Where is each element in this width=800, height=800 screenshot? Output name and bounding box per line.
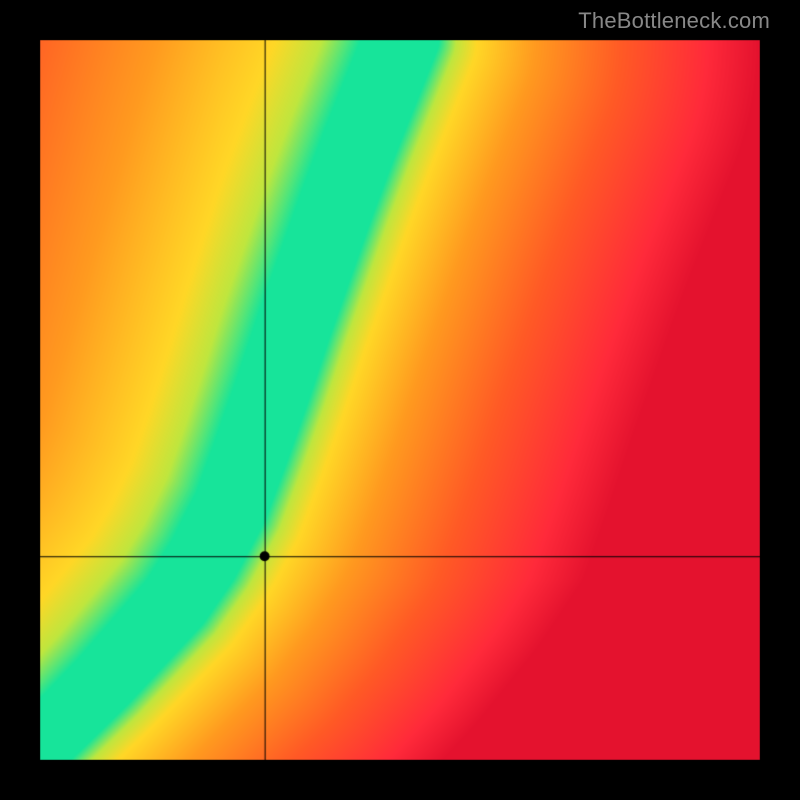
watermark-text: TheBottleneck.com [578,8,770,34]
chart-container: { "watermark": { "text": "TheBottleneck.… [0,0,800,800]
overlay-canvas [0,0,800,800]
